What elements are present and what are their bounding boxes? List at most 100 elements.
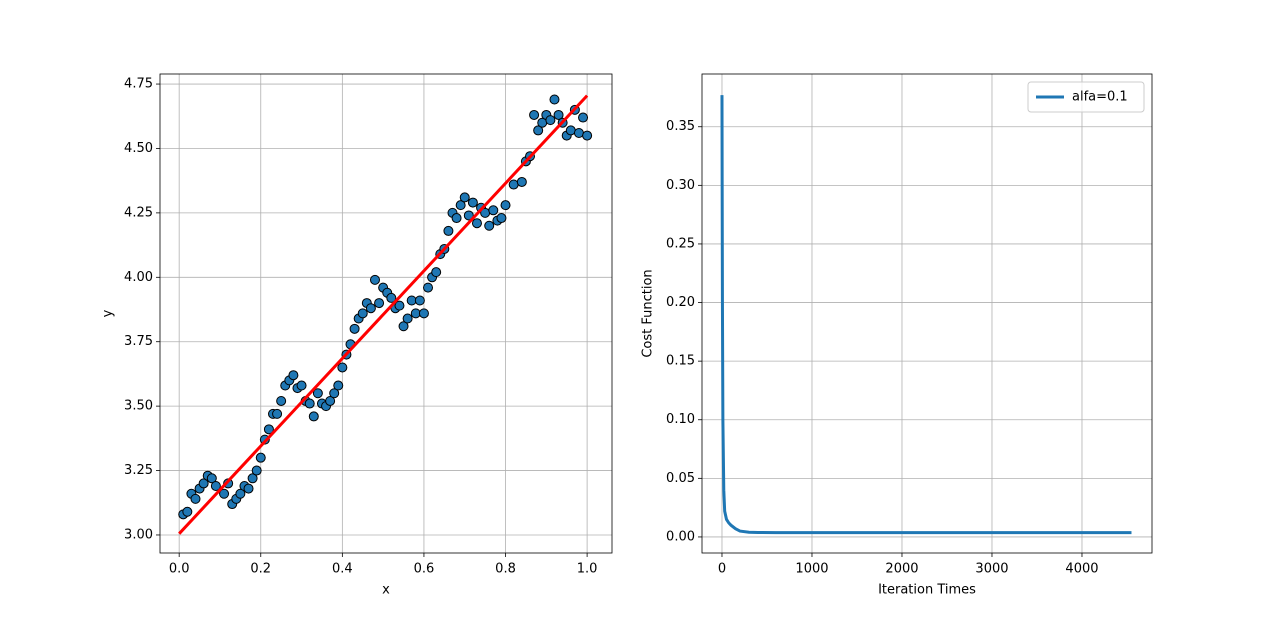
scatter-point <box>398 321 409 332</box>
scatter-point <box>296 380 307 391</box>
scatter-point <box>251 465 262 476</box>
y-tick-label: 0.20 <box>666 295 695 310</box>
y-tick-label: 0.35 <box>666 119 695 134</box>
scatter-point <box>182 506 193 517</box>
scatter-point <box>235 488 246 499</box>
scatter-point <box>394 300 405 311</box>
x-tick-label: 2000 <box>885 562 918 577</box>
scatter-point <box>423 282 434 293</box>
scatter-point <box>276 395 287 406</box>
axes-frame <box>701 73 1153 554</box>
y-tick-label: 0.05 <box>666 471 695 486</box>
axes-frame <box>159 73 613 554</box>
plot-area <box>178 94 593 535</box>
scatter-point <box>455 200 466 211</box>
x-tick-label: 1000 <box>795 562 828 577</box>
scatter-point <box>406 295 417 306</box>
scatter-point <box>243 483 254 494</box>
scatter-point <box>349 323 360 334</box>
y-axis-label: y <box>101 309 116 317</box>
scatter-point <box>496 213 507 224</box>
y-tick-label: 3.00 <box>124 527 153 542</box>
scatter-point <box>410 308 421 319</box>
x-axis-label: Iteration Times <box>878 583 976 598</box>
scatter-point <box>365 303 376 314</box>
legend-box <box>1027 81 1145 113</box>
scatter-point <box>263 424 274 435</box>
scatter-point <box>484 220 495 231</box>
scatter-point <box>565 125 576 136</box>
legend: alfa=0.1 <box>1027 81 1145 113</box>
y-tick-label: 0.30 <box>666 178 695 193</box>
x-tick-label: 3000 <box>975 562 1008 577</box>
scatter-point <box>329 388 340 399</box>
x-tick-label: 0.8 <box>495 562 516 577</box>
scatter-point <box>533 125 544 136</box>
y-axis-label: Cost Function <box>641 269 656 357</box>
scatter-point <box>500 200 511 211</box>
scatter-point <box>451 213 462 224</box>
scatter-point <box>443 225 454 236</box>
scatter-point <box>578 112 589 123</box>
x-tick-label: 0.0 <box>169 562 190 577</box>
scatter-point <box>418 308 429 319</box>
y-tick-label: 4.25 <box>124 205 153 220</box>
scatter-point <box>337 362 348 373</box>
scatter-point <box>210 481 221 492</box>
y-tick-label: 0.10 <box>666 412 695 427</box>
legend-label: alfa=0.1 <box>1072 90 1128 105</box>
y-tick-label: 3.50 <box>124 399 153 414</box>
scatter-point <box>508 179 519 190</box>
line <box>720 95 1132 535</box>
scatter-point <box>529 109 540 120</box>
x-tick-label: 0.2 <box>250 562 271 577</box>
scatter-point <box>463 210 474 221</box>
scatter-point <box>308 411 319 422</box>
scatter-point <box>467 197 478 208</box>
scatter-point <box>312 388 323 399</box>
scatter-point <box>255 452 266 463</box>
scatter-point <box>488 205 499 216</box>
y-tick-label: 4.75 <box>124 77 153 92</box>
plot-area <box>720 95 1132 535</box>
x-tick-label: 0.6 <box>414 562 435 577</box>
y-tick-label: 0.15 <box>666 354 695 369</box>
scatter-point <box>402 313 413 324</box>
scatter-point <box>549 94 560 105</box>
scatter-point <box>325 395 336 406</box>
scatter-point <box>414 295 425 306</box>
x-tick-label: 1.0 <box>577 562 598 577</box>
y-tick-label: 4.50 <box>124 141 153 156</box>
y-tick-label: 3.75 <box>124 334 153 349</box>
scatter-point <box>582 130 593 141</box>
scatter-point <box>431 267 442 278</box>
y-tick-label: 0.00 <box>666 529 695 544</box>
y-tick-label: 0.25 <box>666 236 695 251</box>
scatter-point <box>471 218 482 229</box>
x-tick-label: 0 <box>718 562 726 577</box>
scatter-point <box>573 128 584 139</box>
x-tick-label: 4000 <box>1065 562 1098 577</box>
line <box>178 94 589 535</box>
scatter-point <box>545 115 556 126</box>
y-tick-label: 4.00 <box>124 270 153 285</box>
scatter-point <box>219 488 230 499</box>
scatter-point <box>553 109 564 120</box>
y-tick-label: 3.25 <box>124 463 153 478</box>
scatter-point <box>190 493 201 504</box>
scatter-point <box>333 380 344 391</box>
scatter-point <box>272 408 283 419</box>
scatter-point <box>304 398 315 409</box>
scatter-point <box>369 274 380 285</box>
scatter-point <box>386 292 397 303</box>
scatter-point <box>374 298 385 309</box>
scatter-point <box>516 176 527 187</box>
scatter-point <box>288 370 299 381</box>
x-axis-label: x <box>382 583 390 598</box>
scatter-point <box>206 473 217 484</box>
scatter-point <box>247 473 258 484</box>
scatter-point <box>357 308 368 319</box>
axes: 0 1000 2000 3000 4000 0.00 0.05 0.10 0.15 0.20 0.2… <box>641 73 1153 598</box>
